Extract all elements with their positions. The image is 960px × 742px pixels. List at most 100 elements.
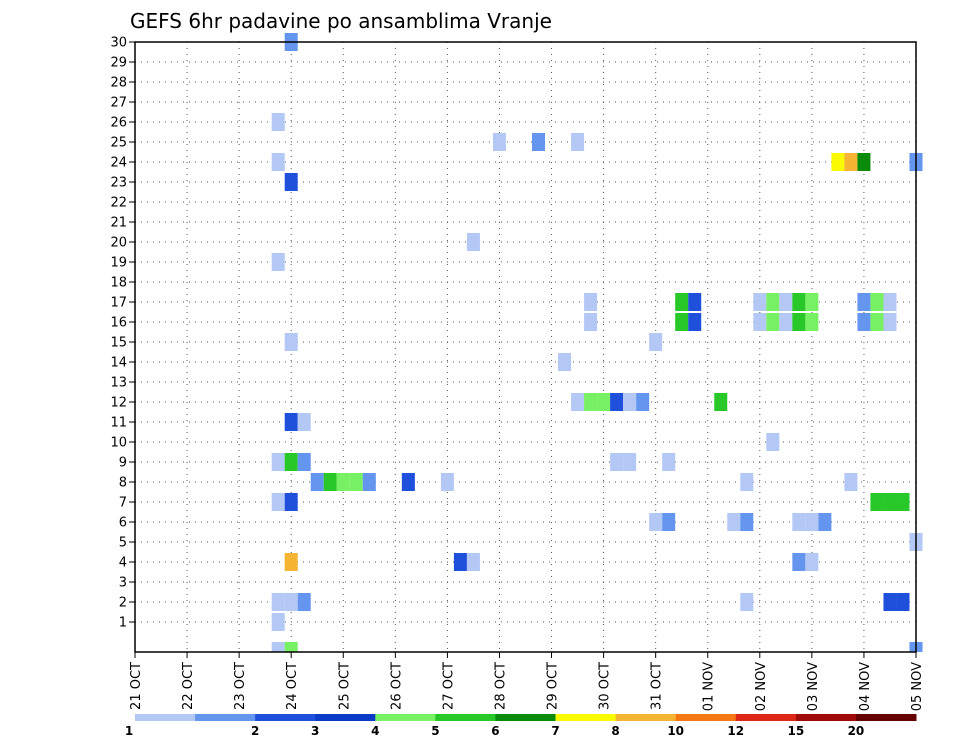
legend-label: 20 (848, 724, 865, 738)
color-legend: 1 2 3 4 5 6 7 8 10 12 15 20 (125, 714, 917, 738)
heatmap-cell (597, 393, 611, 411)
heatmap-cell (740, 473, 754, 491)
y-tick-label: 20 (110, 236, 127, 251)
heatmap-cell (284, 593, 298, 611)
heatmap-cell (271, 493, 285, 511)
heatmap-cell (883, 593, 897, 611)
heatmap-cell (271, 153, 285, 171)
heatmap-cell (284, 453, 298, 471)
heatmap-cell (688, 313, 702, 331)
heatmap-cell (284, 493, 298, 511)
y-tick-label: 4 (119, 556, 127, 571)
y-tick-label: 7 (119, 496, 127, 511)
heatmap-cell (662, 513, 676, 531)
legend-swatch (555, 714, 617, 721)
y-tick-label: 3 (119, 576, 127, 591)
heatmap-cell (792, 313, 806, 331)
heatmap-cell (558, 353, 572, 371)
heatmap-cell (349, 473, 363, 491)
y-tick-label: 19 (110, 256, 127, 271)
heatmap-cell (297, 593, 311, 611)
heatmap-cell (844, 473, 858, 491)
heatmap-cell (714, 393, 728, 411)
heatmap-cell (662, 453, 676, 471)
x-tick-label: 27 OCT (441, 662, 456, 710)
heatmap-cell (766, 293, 780, 311)
heatmap-cell (805, 513, 819, 531)
y-tick-label: 1 (119, 616, 127, 631)
legend-swatch (435, 714, 496, 721)
x-tick-label: 01 NOV (702, 662, 717, 711)
y-tick-label: 27 (110, 96, 127, 111)
legend-label: 10 (667, 724, 684, 738)
heatmap-cell (466, 233, 480, 251)
heatmap-cell (336, 473, 350, 491)
heatmap-cell (297, 413, 311, 431)
y-tick-label: 14 (110, 356, 127, 371)
heatmap-cell (453, 553, 467, 571)
heatmap-cell (271, 113, 285, 131)
heatmap-cell (896, 593, 910, 611)
heatmap-cell (792, 513, 806, 531)
heatmap-cells (271, 33, 923, 652)
heatmap-cell (649, 333, 663, 351)
heatmap-cell (584, 393, 598, 411)
heatmap-cell (271, 253, 285, 271)
heatmap-cell (649, 513, 663, 531)
heatmap-cell (844, 153, 858, 171)
y-tick-label: 22 (110, 196, 127, 211)
y-tick-label: 21 (110, 216, 127, 231)
heatmap-cell (805, 313, 819, 331)
heatmap-cell (623, 393, 637, 411)
legend-swatch (195, 714, 256, 721)
y-tick-label: 26 (110, 116, 127, 131)
y-tick-label: 2 (119, 596, 127, 611)
x-tick-label: 02 NOV (754, 662, 769, 711)
legend-label: 3 (311, 724, 319, 738)
legend-label: 8 (611, 724, 619, 738)
heatmap-cell (271, 642, 285, 652)
chart-title: GEFS 6hr padavine po ansamblima Vranje (130, 9, 552, 33)
heatmap-cell (870, 313, 884, 331)
y-tick-label: 10 (110, 436, 127, 451)
y-tick-label: 8 (119, 476, 127, 491)
x-tick-label: 26 OCT (389, 662, 404, 710)
heatmap-cell (271, 453, 285, 471)
legend-label: 4 (371, 724, 379, 738)
heatmap-cell (636, 393, 650, 411)
y-tick-label: 29 (110, 56, 127, 71)
heatmap-cell (753, 293, 767, 311)
y-tick-label: 15 (110, 336, 127, 351)
y-axis: 1234567891011121314151617181920212223242… (110, 36, 135, 631)
x-tick-label: 03 NOV (806, 662, 821, 711)
heatmap-cell (779, 293, 793, 311)
legend-label: 7 (551, 724, 559, 738)
heatmap-cell (727, 513, 741, 531)
legend-label: 6 (491, 724, 499, 738)
legend-swatch (255, 714, 316, 721)
x-tick-label: 04 NOV (858, 662, 873, 711)
y-tick-label: 28 (110, 76, 127, 91)
y-tick-label: 11 (110, 416, 127, 431)
legend-swatch (855, 714, 917, 721)
y-tick-label: 18 (110, 276, 127, 291)
legend-label: 1 (125, 724, 133, 738)
legend-swatch (735, 714, 797, 721)
heatmap-cell (584, 313, 598, 331)
heatmap-cell (362, 473, 376, 491)
heatmap-cell (310, 473, 324, 491)
y-tick-label: 13 (110, 376, 127, 391)
heatmap-cell (466, 553, 480, 571)
y-tick-label: 23 (110, 176, 127, 191)
heatmap-cell (857, 153, 871, 171)
heatmap-cell (297, 453, 311, 471)
heatmap-cell (271, 593, 285, 611)
heatmap-cell (805, 293, 819, 311)
heatmap-cell (805, 553, 819, 571)
heatmap-cell (271, 613, 285, 631)
x-axis: 21 OCT 22 OCT 23 OCT 24 OCT 25 OCT 26 OCT 27 O… (129, 652, 925, 711)
y-tick-label: 25 (110, 136, 127, 151)
legend-swatch (615, 714, 677, 721)
heatmap-cell (284, 173, 298, 191)
